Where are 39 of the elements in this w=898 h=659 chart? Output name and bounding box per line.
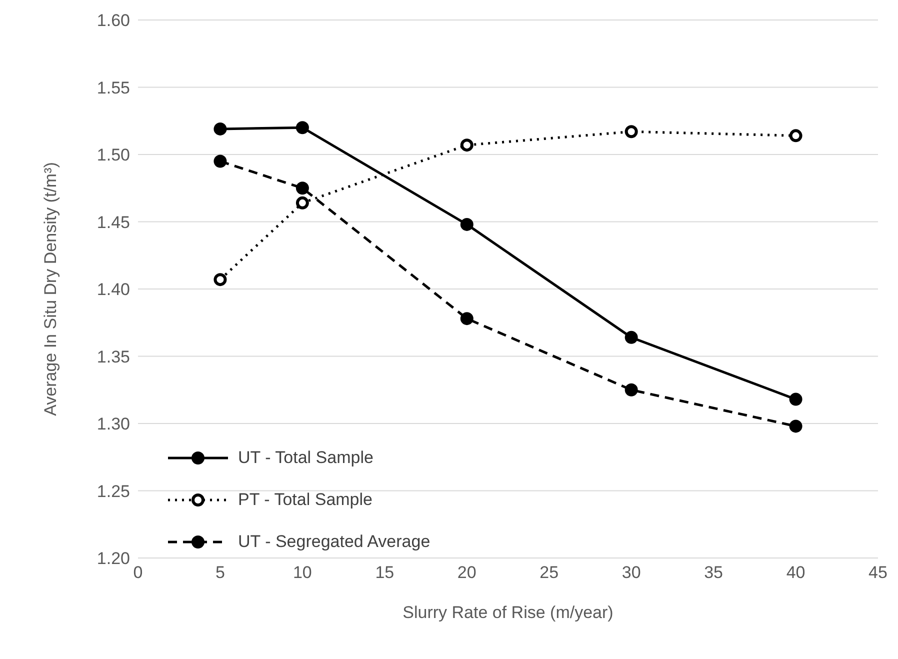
legend-label: UT - Segregated Average [238, 532, 430, 552]
x-tick-label: 35 [704, 563, 724, 582]
point [214, 122, 227, 136]
point [789, 420, 802, 433]
point [460, 138, 474, 152]
point [624, 125, 638, 138]
x-tick-label: 15 [375, 563, 394, 582]
x-axis-title: Slurry Rate of Rise (m/year) [402, 603, 614, 622]
x-tick-label: 10 [292, 563, 312, 582]
legend-label: PT - Total Sample [238, 490, 372, 510]
y-tick-label: 1.40 [96, 280, 130, 300]
legend-label: UT - Total Sample [238, 448, 374, 468]
point [214, 154, 227, 168]
y-tick-label: 1.25 [96, 482, 130, 501]
y-tick-label: 1.60 [96, 11, 130, 30]
y-tick-label: 1.50 [96, 146, 130, 165]
x-tick-label: 0 [133, 563, 143, 582]
point [214, 273, 227, 286]
point [624, 330, 638, 344]
point [296, 121, 309, 134]
point [296, 182, 309, 195]
y-tick-label: 1.55 [96, 78, 130, 98]
point [789, 129, 802, 142]
x-tick-label: 30 [622, 563, 641, 582]
point [789, 392, 802, 406]
point [460, 312, 474, 326]
y-tick-label: 1.30 [96, 414, 130, 434]
point [624, 383, 638, 396]
point [460, 218, 474, 231]
x-tick-label: 5 [215, 563, 225, 582]
x-tick-label: 25 [540, 563, 559, 582]
x-tick-label: 40 [786, 563, 806, 582]
y-tick-label: 1.45 [96, 212, 130, 232]
y-tick-label: 1.35 [96, 347, 130, 366]
x-tick-label: 45 [868, 563, 888, 582]
x-tick-label: 20 [457, 563, 476, 582]
y-axis-title: Average In Situ Dry Density (t/m³) [41, 162, 60, 416]
point [296, 196, 309, 210]
y-tick-label: 1.20 [96, 549, 130, 568]
